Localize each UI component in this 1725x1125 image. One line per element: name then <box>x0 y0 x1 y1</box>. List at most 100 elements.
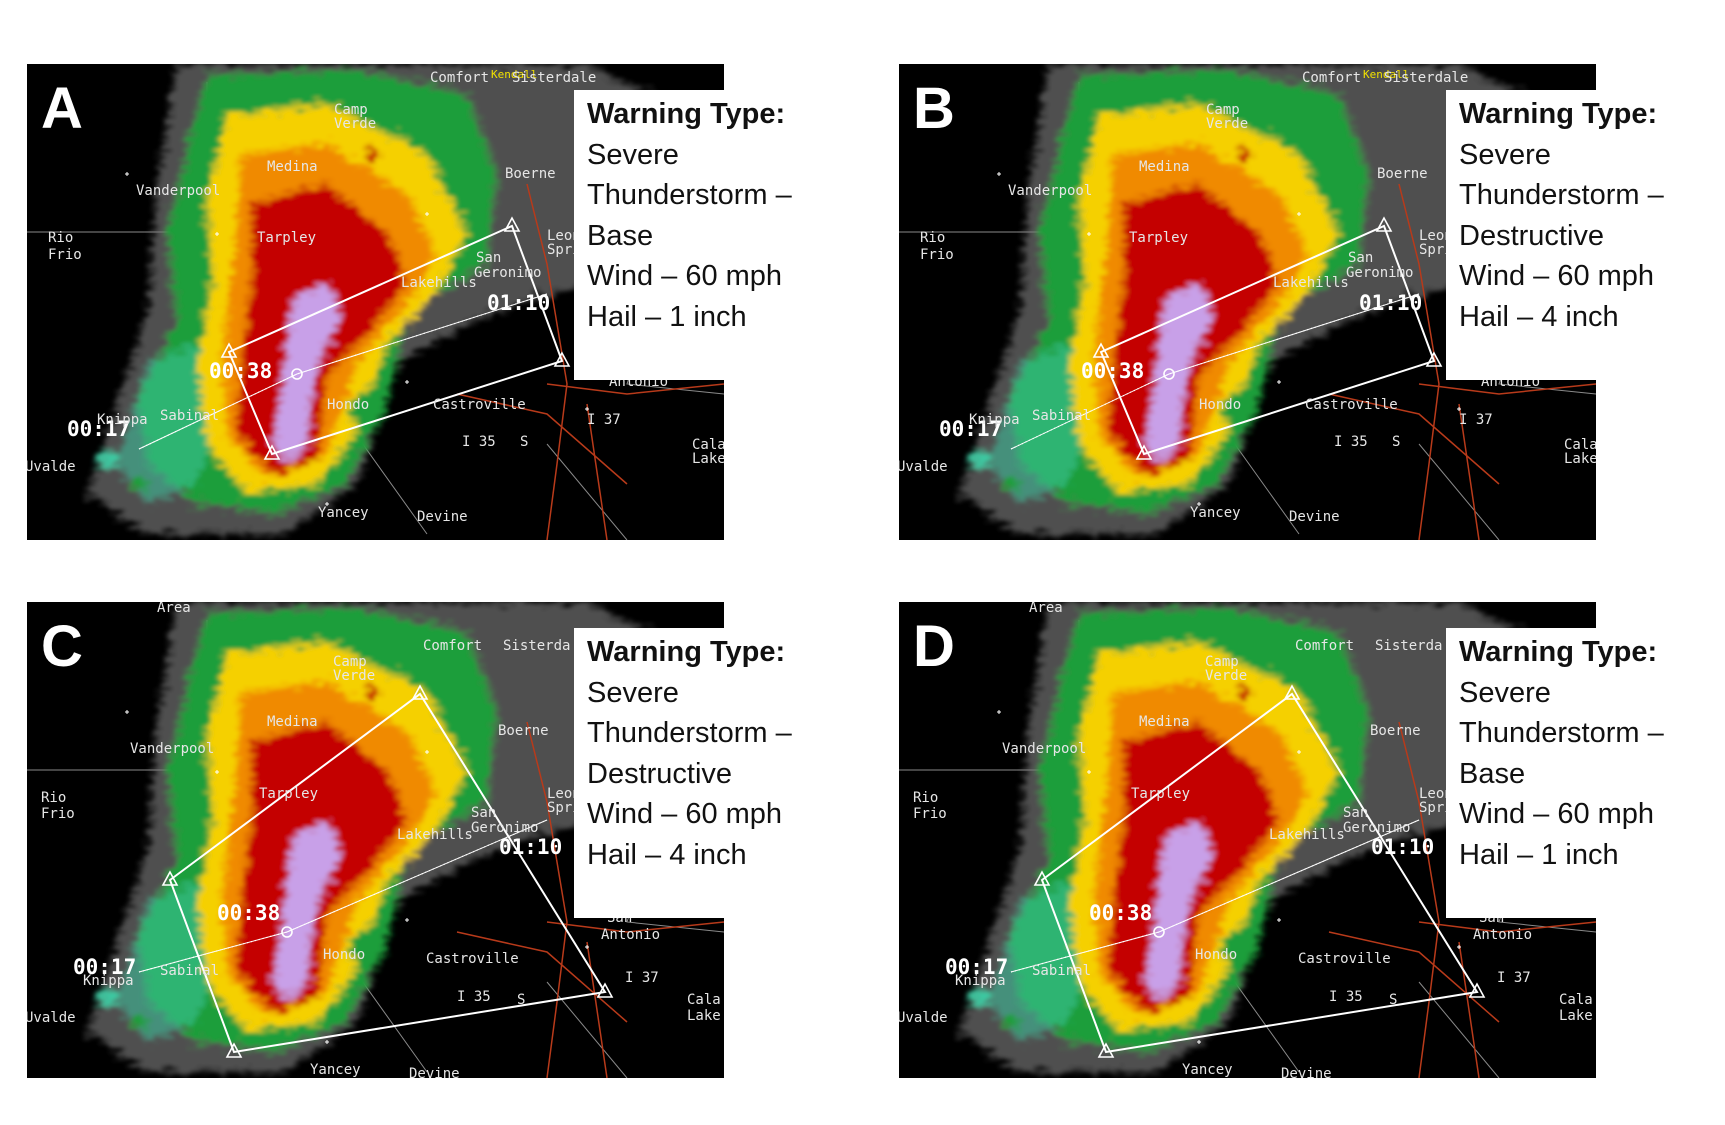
place-label: Knippa <box>955 973 1006 989</box>
polygon-vertex-marker <box>553 351 571 367</box>
polygon-vertex-marker <box>411 684 429 700</box>
town-markers <box>997 172 1461 506</box>
place-label: I 35 <box>462 434 496 450</box>
warning-polygon <box>138 216 571 460</box>
polygon-vertex-marker <box>503 216 521 232</box>
place-label: I 35 <box>457 989 491 1005</box>
polygon-vertex-marker <box>1033 870 1051 886</box>
polygon-vertex-marker <box>263 444 281 460</box>
warning-detail-line: Hail – 4 inch <box>1459 300 1619 333</box>
place-label: Sisterda <box>503 638 570 654</box>
place-label: Frio <box>48 247 82 263</box>
place-label: Leon <box>547 786 581 802</box>
place-label: Hondo <box>1199 397 1241 413</box>
polygon-vertex-marker <box>220 342 238 358</box>
place-label: Cala <box>1559 992 1593 1008</box>
place-label: Area <box>157 602 191 616</box>
warning-detail-line: Thunderstorm – <box>1459 717 1664 749</box>
storm-track-node <box>1153 926 1165 938</box>
panel-d: 00:17 00:38 01:10 Area Comfort Sisterda Camp Ve… <box>899 602 1725 1078</box>
polygon-vertex-marker <box>1468 982 1486 998</box>
place-label: Geronimo <box>474 265 541 281</box>
place-label: Hondo <box>327 397 369 413</box>
place-label: Sabinal <box>160 408 219 424</box>
place-label: Knippa <box>97 412 148 428</box>
place-label: Comfort <box>430 70 489 86</box>
track-time-label: 00:38 <box>1081 359 1144 383</box>
storm-track-node <box>1163 368 1175 380</box>
track-time-label: 00:17 <box>939 417 1002 441</box>
place-label: Vanderpool <box>130 741 214 757</box>
place-label: Yancey <box>318 505 369 521</box>
place-label: Cala <box>692 437 724 453</box>
warning-detail-line: Severe <box>1459 676 1551 709</box>
warning-detail-line: Severe <box>1459 138 1551 171</box>
warning-detail-line: Hail – 4 inch <box>587 838 747 871</box>
highways <box>1328 183 1596 540</box>
place-label: I 35 <box>1334 434 1368 450</box>
place-label: I 37 <box>1497 970 1531 986</box>
place-label: Leon <box>547 228 581 244</box>
town-markers <box>125 710 589 1044</box>
warning-detail-line: Destructive <box>1459 219 1605 252</box>
place-label: Castroville <box>433 397 526 413</box>
place-label: I 37 <box>587 412 621 428</box>
storm-track-node <box>291 368 303 380</box>
place-label: Vanderpool <box>136 183 220 199</box>
warning-polygon <box>138 684 614 1058</box>
track-time-label: 00:17 <box>67 417 130 441</box>
place-label: Leon <box>1419 786 1453 802</box>
place-label: Lake <box>687 1008 721 1024</box>
place-label: Yancey <box>1182 1062 1233 1078</box>
place-label: Devine <box>1281 1066 1332 1078</box>
place-label: Kendall <box>491 68 537 81</box>
place-label: Uvalde <box>899 1010 948 1026</box>
track-time-label: 01:10 <box>487 291 550 315</box>
place-label: Castroville <box>1298 951 1391 967</box>
place-label: Area <box>1029 602 1063 616</box>
place-label: Comfort <box>423 638 482 654</box>
place-label: San <box>471 805 496 821</box>
place-label: Verde <box>1205 668 1247 684</box>
place-label: Boerne <box>1377 166 1428 182</box>
place-label: Verde <box>1206 116 1248 132</box>
warning-type-heading: Warning Type: <box>1459 98 1658 130</box>
place-label: Tarpley <box>257 230 316 246</box>
reflectivity-echo <box>959 64 1589 534</box>
warning-detail-line: Destructive <box>587 757 733 790</box>
place-label: Lakehills <box>401 275 477 291</box>
panel-letter: C <box>41 614 83 679</box>
place-label: S <box>1392 434 1400 450</box>
warning-type-heading: Warning Type: <box>587 98 786 130</box>
place-label: Knippa <box>969 412 1020 428</box>
warning-detail-line: Base <box>587 219 654 252</box>
track-time-label: 00:38 <box>217 901 280 925</box>
polygon-vertex-marker <box>1097 1042 1115 1058</box>
place-label: Sisterda <box>1375 638 1442 654</box>
place-label: Cala <box>687 992 721 1008</box>
place-label: Sisterdale <box>1384 70 1468 86</box>
warning-type-heading: Warning Type: <box>587 636 786 668</box>
place-label: Spri <box>1419 800 1453 816</box>
highways <box>1328 721 1596 1078</box>
place-label: Geronimo <box>1346 265 1413 281</box>
place-label: Sisterdale <box>512 70 596 86</box>
polygon-vertex-marker <box>596 982 614 998</box>
place-label: Rio <box>48 230 73 246</box>
place-label: Camp <box>1205 654 1239 670</box>
place-label: Yancey <box>1190 505 1241 521</box>
polygon-vertex-marker <box>1375 216 1393 232</box>
place-label: Hondo <box>1195 947 1237 963</box>
reflectivity-echo <box>959 602 1589 1072</box>
panel-letter: A <box>41 76 83 141</box>
place-label: Castroville <box>1305 397 1398 413</box>
place-label: Frio <box>913 806 947 822</box>
place-label: Hondo <box>323 947 365 963</box>
place-label: Camp <box>334 102 368 118</box>
place-label: Camp <box>1206 102 1240 118</box>
warning-detail-line: Base <box>1459 757 1526 790</box>
place-label: Devine <box>417 509 468 525</box>
warning-info-box: Warning Type: Severe Thunderstorm – Base Win… <box>1446 628 1725 918</box>
place-label: Castroville <box>426 951 519 967</box>
panel-c: 00:17 00:38 01:10 Area Comfort Sisterda Camp Ve… <box>27 602 874 1078</box>
